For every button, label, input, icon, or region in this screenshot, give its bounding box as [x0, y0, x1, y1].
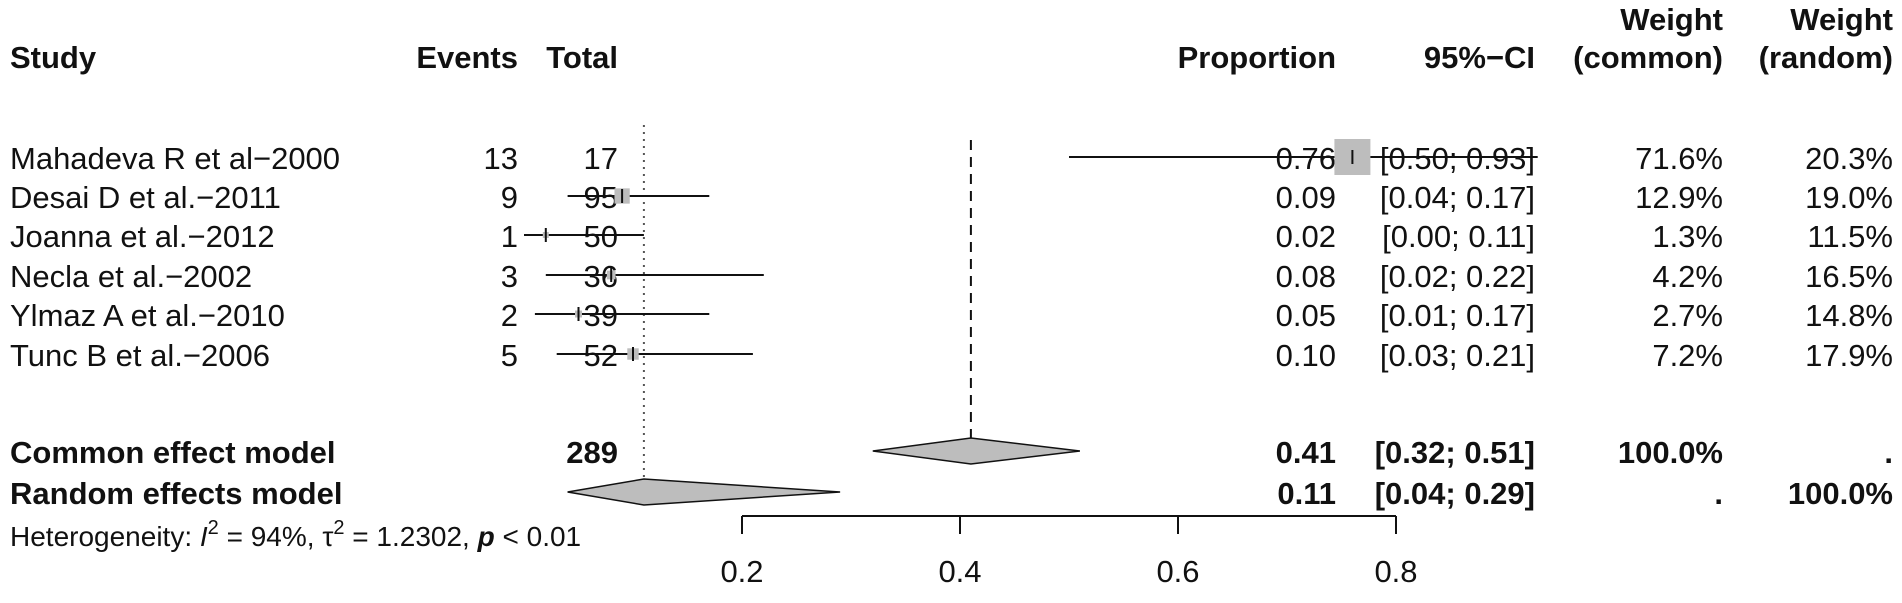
study-name: Ylmaz A et al.−2010 [10, 298, 285, 333]
study-ci: [0.50; 0.93] [1380, 141, 1535, 176]
study-name: Joanna et al.−2012 [10, 219, 275, 254]
common-label: Common effect model [10, 435, 336, 470]
study-total: 17 [584, 141, 618, 176]
study-weight-random: 14.8% [1805, 298, 1893, 333]
het-i2-value: = 94%, [219, 521, 323, 552]
study-row: Desai D et al.−2011 9 95 0.09 [0.04; 0.17] 12… [10, 180, 1893, 215]
study-rows: Mahadeva R et al−2000 13 17 0.76 [0.50; 0.93… [10, 139, 1893, 373]
header-weight-random-line2: (random) [1759, 40, 1893, 75]
header-ci: 95%−CI [1424, 40, 1535, 75]
study-total: 95 [584, 180, 618, 215]
het-i2-symbol: I [200, 521, 208, 552]
study-name: Necla et al.−2002 [10, 259, 252, 294]
common-ci: [0.32; 0.51] [1375, 435, 1535, 470]
study-events: 1 [501, 219, 518, 254]
study-name: Desai D et al.−2011 [10, 180, 281, 215]
x-tick-label: 0.2 [720, 554, 763, 589]
random-proportion: 0.11 [1277, 476, 1336, 511]
x-tick-label: 0.4 [938, 554, 981, 589]
header-study: Study [10, 40, 97, 75]
het-i2-sup: 2 [208, 517, 219, 539]
het-tau-sup: 2 [333, 517, 344, 539]
study-proportion: 0.10 [1276, 338, 1336, 373]
header-weight-random-line1: Weight [1790, 2, 1893, 37]
study-weight-random: 17.9% [1805, 338, 1893, 373]
study-name: Tunc B et al.−2006 [10, 338, 270, 373]
study-weight-random: 20.3% [1805, 141, 1893, 176]
study-events: 9 [501, 180, 518, 215]
common-effect-row: Common effect model 289 0.41 [0.32; 0.51… [10, 435, 1893, 470]
random-effect-row: Random effects model 0.11 [0.04; 0.29] .… [10, 476, 1893, 511]
study-weight-common: 71.6% [1635, 141, 1723, 176]
study-events: 13 [484, 141, 518, 176]
study-weight-common: 4.2% [1652, 259, 1723, 294]
study-weight-common: 7.2% [1652, 338, 1723, 373]
common-effect-diamond [872, 437, 1080, 465]
study-weight-common: 1.3% [1652, 219, 1723, 254]
header-proportion: Proportion [1178, 40, 1336, 75]
x-tick-label: 0.8 [1374, 554, 1417, 589]
study-events: 5 [501, 338, 518, 373]
study-weight-random: 11.5% [1807, 219, 1893, 254]
common-weight-common: 100.0% [1618, 435, 1723, 470]
study-total: 39 [584, 298, 618, 333]
study-proportion: 0.08 [1276, 259, 1336, 294]
random-ci: [0.04; 0.29] [1375, 476, 1535, 511]
study-ci: [0.03; 0.21] [1380, 338, 1535, 373]
study-ci: [0.01; 0.17] [1380, 298, 1535, 333]
common-weight-random: . [1884, 435, 1893, 470]
header-total: Total [546, 40, 618, 75]
x-tick-label: 0.6 [1156, 554, 1199, 589]
study-weight-random: 16.5% [1805, 259, 1893, 294]
study-proportion: 0.09 [1276, 180, 1336, 215]
study-name: Mahadeva R et al−2000 [10, 141, 340, 176]
header-events: Events [416, 40, 518, 75]
study-weight-common: 2.7% [1652, 298, 1723, 333]
x-axis: 0.2 0.4 0.6 0.8 [720, 515, 1418, 589]
study-row: Tunc B et al.−2006 5 52 0.10 [0.03; 0.21] 7.2… [10, 338, 1893, 373]
het-tau-value: = 1.2302, [345, 521, 478, 552]
study-row: Joanna et al.−2012 1 50 0.02 [0.00; 0.11] 1.3… [10, 219, 1893, 254]
study-row: Mahadeva R et al−2000 13 17 0.76 [0.50; 0.93… [10, 139, 1893, 176]
study-weight-random: 19.0% [1805, 180, 1893, 215]
study-row: Ylmaz A et al.−2010 2 39 0.05 [0.01; 0.17] 2.… [10, 298, 1893, 333]
study-total: 50 [584, 219, 618, 254]
random-effect-diamond [567, 478, 841, 506]
het-tau-symbol: τ [322, 521, 333, 552]
random-weight-common: . [1714, 476, 1723, 511]
het-p-symbol: p [477, 521, 495, 552]
heterogeneity-stats: Heterogeneity: I2 = 94%, τ2 = 1.2302, p … [10, 517, 581, 552]
study-ci: [0.02; 0.22] [1380, 259, 1535, 294]
header-weight-common-line2: (common) [1573, 40, 1723, 75]
common-total: 289 [566, 435, 618, 470]
study-ci: [0.00; 0.11] [1382, 219, 1535, 254]
study-ci: [0.04; 0.17] [1380, 180, 1535, 215]
study-events: 3 [501, 259, 518, 294]
het-prefix: Heterogeneity: [10, 521, 200, 552]
study-proportion: 0.02 [1276, 219, 1336, 254]
study-row: Necla et al.−2002 3 36 0.08 [0.02; 0.22] 4.2%… [10, 259, 1893, 294]
header-weight-common-line1: Weight [1620, 2, 1723, 37]
study-events: 2 [501, 298, 518, 333]
study-proportion: 0.76 [1276, 141, 1336, 176]
study-proportion: 0.05 [1276, 298, 1336, 333]
het-p-value: < 0.01 [495, 521, 581, 552]
study-total: 52 [584, 338, 618, 373]
common-proportion: 0.41 [1276, 435, 1336, 470]
random-weight-random: 100.0% [1788, 476, 1893, 511]
random-label: Random effects model [10, 476, 342, 511]
study-weight-common: 12.9% [1635, 180, 1723, 215]
